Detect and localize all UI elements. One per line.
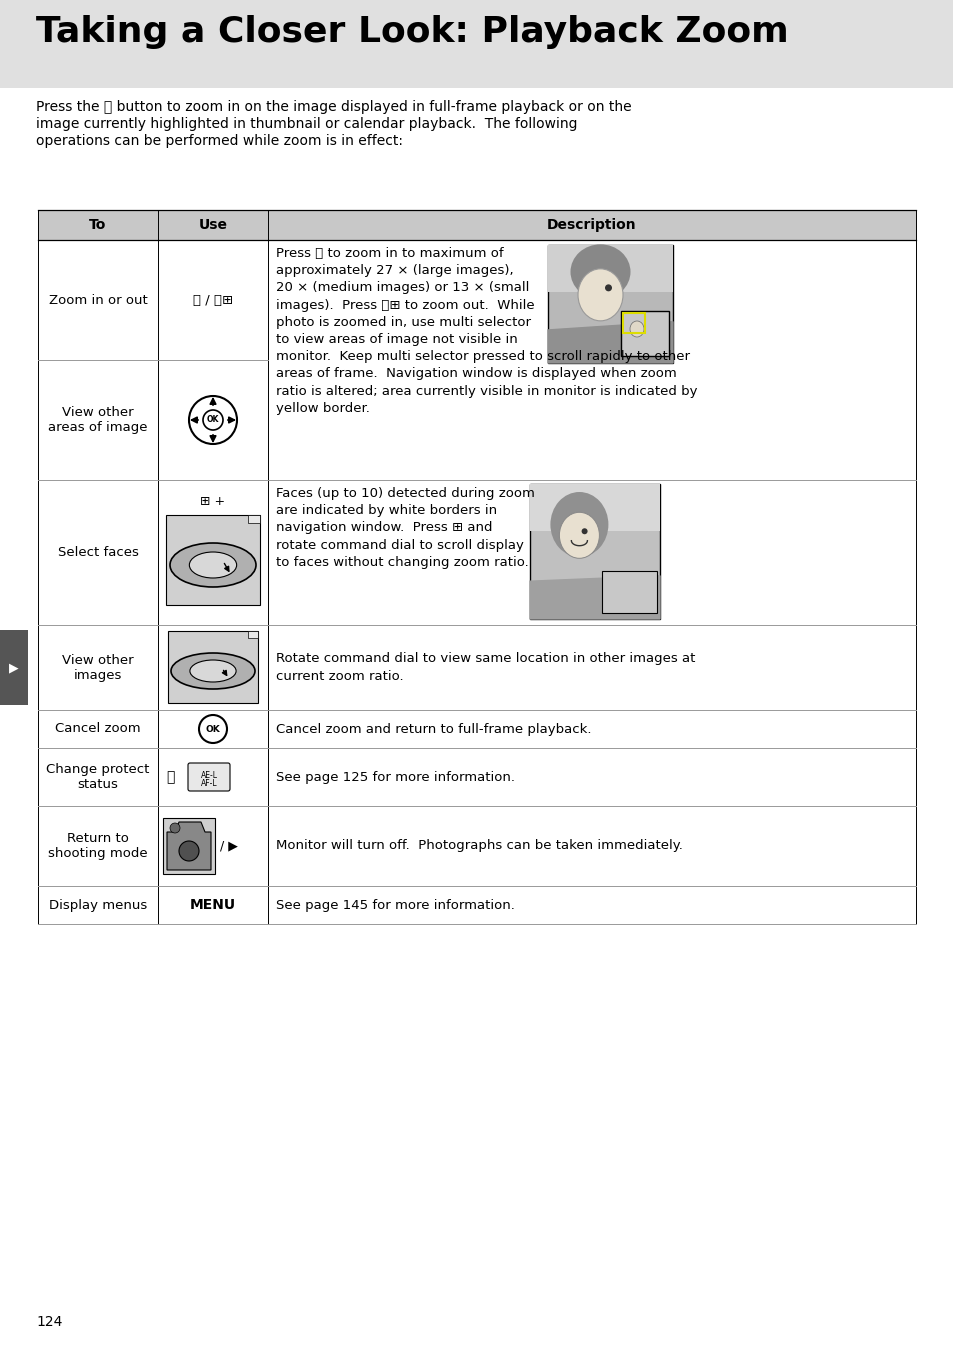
Bar	[38, 210, 915, 241]
Circle shape	[170, 823, 180, 833]
Text: AE-L: AE-L	[200, 771, 217, 780]
Text: Zoom in or out: Zoom in or out	[49, 293, 147, 307]
Bar	[248, 515, 260, 523]
Text: OK: OK	[206, 725, 220, 734]
Text: Change protect
status: Change protect status	[47, 763, 150, 791]
Text: AF-L: AF-L	[200, 780, 217, 788]
Text: 🔑: 🔑	[166, 771, 174, 784]
Text: To: To	[90, 218, 107, 233]
Text: Return to
shooting mode: Return to shooting mode	[49, 831, 148, 860]
Polygon shape	[167, 822, 211, 869]
Bar	[166, 515, 260, 604]
Text: Press ⓠ to zoom in to maximum of
approximately 27 × (large images),
20 × (medium: Press ⓠ to zoom in to maximum of approxi…	[275, 247, 697, 415]
Ellipse shape	[550, 492, 608, 557]
Text: See page 145 for more information.: See page 145 for more information.	[275, 899, 515, 911]
Text: View other
images: View other images	[62, 653, 133, 681]
Text: Rotate command dial to view same location in other images at
current zoom ratio.: Rotate command dial to view same locatio…	[275, 653, 695, 683]
Circle shape	[202, 718, 224, 740]
Ellipse shape	[570, 245, 630, 299]
Text: Use: Use	[198, 218, 227, 233]
Text: Description: Description	[547, 218, 637, 233]
Text: Cancel zoom: Cancel zoom	[55, 722, 141, 735]
Text: ⊞ +: ⊞ +	[200, 495, 225, 508]
Text: MENU: MENU	[190, 898, 235, 913]
Bar	[248, 631, 257, 638]
Text: ⓠ / ⓪⊞: ⓠ / ⓪⊞	[193, 293, 233, 307]
Text: Press the ⓠ button to zoom in on the image displayed in full-frame playback or o: Press the ⓠ button to zoom in on the ima…	[36, 100, 631, 114]
Bar	[601, 571, 657, 612]
Polygon shape	[530, 576, 659, 619]
Polygon shape	[547, 322, 672, 362]
Text: Display menus: Display menus	[49, 899, 147, 911]
Ellipse shape	[190, 660, 235, 681]
Text: View other
areas of image: View other areas of image	[49, 406, 148, 434]
Ellipse shape	[189, 552, 236, 579]
Bar	[530, 484, 659, 619]
Bar	[0, 630, 28, 704]
Text: See page 125 for more information.: See page 125 for more information.	[275, 771, 515, 784]
Text: image currently highlighted in thumbnail or calendar playback.  The following: image currently highlighted in thumbnail…	[36, 118, 577, 131]
Text: 124: 124	[36, 1315, 62, 1329]
Bar	[620, 311, 668, 356]
Ellipse shape	[170, 544, 255, 587]
Text: Cancel zoom and return to full-frame playback.: Cancel zoom and return to full-frame pla…	[275, 722, 591, 735]
Ellipse shape	[629, 320, 643, 337]
Bar	[0, 0, 953, 88]
FancyBboxPatch shape	[188, 763, 230, 791]
Text: Taking a Closer Look: Playback Zoom: Taking a Closer Look: Playback Zoom	[36, 15, 788, 49]
Text: Select faces: Select faces	[57, 546, 138, 558]
Ellipse shape	[171, 653, 254, 690]
Bar	[547, 245, 672, 362]
Text: Faces (up to 10) detected during zoom
are indicated by white borders in
navigati: Faces (up to 10) detected during zoom ar…	[275, 487, 535, 569]
Bar	[530, 484, 659, 531]
Bar	[163, 818, 214, 873]
Text: / ▶: / ▶	[220, 840, 237, 853]
Ellipse shape	[578, 269, 622, 320]
Bar	[168, 631, 257, 703]
Bar	[622, 314, 644, 333]
Text: ▶: ▶	[10, 661, 19, 675]
Text: OK: OK	[207, 415, 219, 425]
Bar	[547, 245, 672, 292]
Circle shape	[179, 841, 199, 861]
Text: operations can be performed while zoom is in effect:: operations can be performed while zoom i…	[36, 134, 402, 147]
Ellipse shape	[558, 512, 598, 558]
Text: Monitor will turn off.  Photographs can be taken immediately.: Monitor will turn off. Photographs can b…	[275, 840, 682, 853]
Circle shape	[604, 284, 612, 291]
Circle shape	[581, 529, 587, 534]
